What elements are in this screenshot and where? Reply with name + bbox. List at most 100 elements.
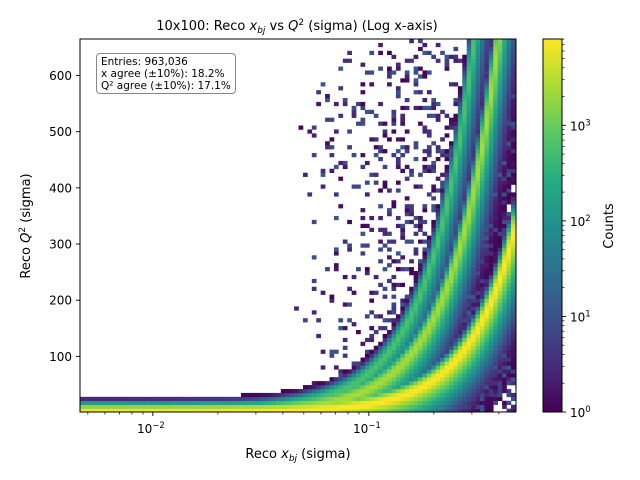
heatmap-cell (475, 200, 481, 205)
heatmap-cell (360, 231, 366, 236)
heatmap-cell (338, 408, 344, 412)
heatmap-cell (466, 101, 472, 107)
heatmap-cell (484, 109, 490, 115)
heatmap-cell (444, 149, 450, 154)
heatmap-cell (444, 204, 450, 209)
heatmap-cell (502, 180, 507, 185)
heatmap-cell (506, 337, 512, 343)
heatmap-cell (80, 408, 82, 412)
heatmap-cell (360, 62, 366, 67)
heatmap-cell (466, 294, 472, 299)
heatmap-cell (400, 168, 406, 173)
heatmap-cell (426, 329, 432, 335)
heatmap-cell (422, 274, 428, 280)
heatmap-cell (444, 278, 450, 284)
heatmap-cell (426, 404, 432, 409)
heatmap-cell (471, 223, 476, 229)
heatmap-cell (457, 125, 463, 130)
heatmap-cell (466, 121, 472, 126)
heatmap-cell (471, 78, 476, 83)
heatmap-cell (440, 153, 445, 158)
heatmap-cell (316, 392, 321, 398)
heatmap-cell (466, 333, 472, 339)
heatmap-cell (316, 408, 321, 412)
heatmap-cell (347, 404, 352, 409)
heatmap-cell (466, 125, 472, 130)
heatmap-cell (493, 204, 498, 209)
heatmap-cell (471, 180, 476, 185)
heatmap-cell (422, 208, 428, 213)
heatmap-cell (457, 105, 463, 111)
heatmap-cell (236, 400, 242, 405)
heatmap-cell (466, 400, 472, 405)
heatmap-cell (418, 74, 423, 79)
heatmap-cell (506, 333, 512, 339)
heatmap-cell (271, 408, 277, 412)
heatmap-cell (475, 208, 481, 213)
heatmap-cell (484, 294, 490, 299)
heatmap-cell (373, 381, 379, 386)
heatmap-cell (90, 396, 96, 402)
heatmap-cell (311, 396, 317, 402)
heatmap-cell (342, 392, 348, 398)
heatmap-cell (471, 204, 476, 209)
heatmap-cell (462, 318, 468, 323)
heatmap-cell (493, 160, 498, 166)
heatmap-cell (391, 70, 397, 75)
heatmap-cell (449, 353, 454, 358)
heatmap-cell (329, 388, 335, 394)
heatmap-cell (488, 400, 494, 405)
heatmap-cell (506, 42, 512, 48)
heatmap-cell (457, 215, 463, 221)
heatmap-cell (493, 117, 498, 122)
heatmap-cell (493, 310, 498, 315)
heatmap-cell (307, 408, 313, 412)
heatmap-cell (409, 388, 414, 394)
heatmap-cell (466, 117, 472, 122)
heatmap-cell (342, 345, 348, 350)
heatmap-cell (457, 196, 463, 201)
heatmap-cell (364, 385, 370, 390)
heatmap-cell (480, 145, 485, 150)
heatmap-cell (493, 46, 498, 52)
heatmap-cell (320, 404, 326, 409)
heatmap-cell (457, 286, 463, 291)
heatmap-cell (462, 121, 468, 126)
heatmap-cell (506, 156, 512, 162)
heatmap-cell (426, 353, 432, 358)
heatmap-cell (510, 66, 516, 71)
heatmap-cell (497, 54, 503, 59)
heatmap-cell (471, 282, 476, 288)
heatmap-cell (179, 408, 184, 412)
heatmap-cell (453, 329, 459, 335)
heatmap-cell (364, 388, 370, 394)
heatmap-cell (471, 137, 476, 142)
heatmap-cell (426, 105, 432, 111)
heatmap-cell (480, 200, 485, 205)
heatmap-cell (201, 400, 206, 405)
heatmap-cell (391, 408, 397, 412)
heatmap-cell (249, 400, 255, 405)
heatmap-cell (480, 231, 485, 236)
heatmap-cell (493, 188, 498, 193)
heatmap-cell (373, 172, 379, 177)
heatmap-cell (497, 290, 503, 295)
heatmap-cell (382, 121, 388, 126)
heatmap-cell (453, 215, 459, 221)
heatmap-cell (382, 318, 388, 323)
heatmap-cell (484, 302, 490, 307)
heatmap-cell (471, 160, 476, 166)
heatmap-cell (510, 357, 516, 362)
heatmap-cell (130, 404, 136, 409)
heatmap-cell (466, 239, 472, 244)
heatmap-cell (484, 365, 490, 370)
heatmap-cell (391, 385, 397, 390)
heatmap-cell (453, 223, 459, 229)
heatmap-cell (418, 286, 423, 291)
heatmap-cell (333, 408, 339, 412)
heatmap-cell (404, 388, 410, 394)
heatmap-cell (94, 408, 100, 412)
heatmap-cell (466, 227, 472, 232)
heatmap-cell (364, 223, 370, 229)
heatmap-cell (431, 322, 437, 327)
